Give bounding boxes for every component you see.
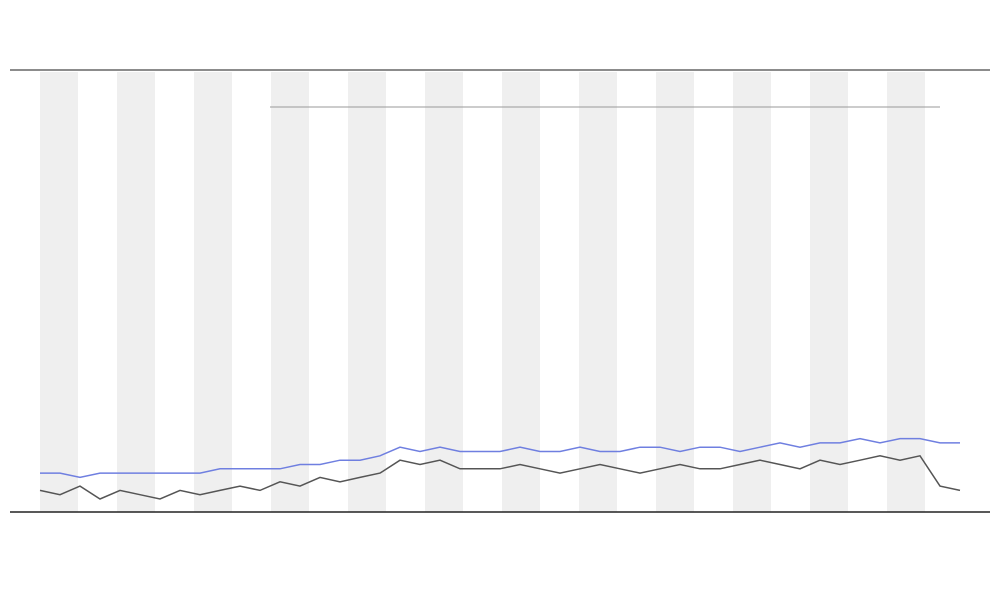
shade-band bbox=[810, 72, 848, 512]
shade-band bbox=[425, 72, 463, 512]
shade-band bbox=[656, 72, 694, 512]
shade-band bbox=[887, 72, 925, 512]
shade-band bbox=[117, 72, 155, 512]
shade-band bbox=[348, 72, 386, 512]
shade-band bbox=[502, 72, 540, 512]
series-line bbox=[40, 437, 960, 479]
shade-band bbox=[733, 72, 771, 512]
shade-band bbox=[271, 72, 309, 512]
shade-band bbox=[579, 72, 617, 512]
shade-band bbox=[194, 72, 232, 512]
background-bands bbox=[40, 72, 925, 512]
shade-band bbox=[40, 72, 78, 512]
series-line bbox=[39, 454, 961, 500]
